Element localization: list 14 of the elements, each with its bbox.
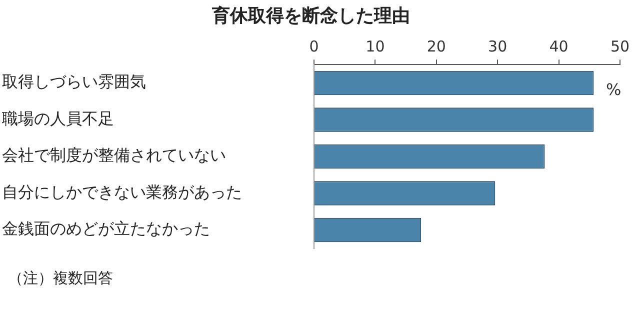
y-tick-label: 金銭面のめどが立たなかった: [2, 219, 210, 238]
y-tick-label: 自分にしかできない業務があった: [2, 182, 242, 202]
y-tick-label: 会社で制度が整備されていない: [2, 146, 226, 165]
chart-title: 育休取得を断念した理由: [211, 4, 410, 26]
x-axis-title: %: [606, 80, 622, 99]
x-tick-label: 30: [488, 37, 508, 56]
x-tick-label: 20: [426, 37, 446, 56]
text: （注）複数回答: [8, 268, 113, 289]
x-tick-label: 40: [549, 37, 568, 56]
x-tick-label: 10: [366, 37, 385, 56]
y-tick-label: 取得しづらい雰囲気: [2, 72, 146, 92]
x-tick-label: 0: [309, 37, 319, 56]
y-tick-label: 職場の人員不足: [2, 108, 114, 128]
x-tick-label: 50: [610, 37, 630, 56]
